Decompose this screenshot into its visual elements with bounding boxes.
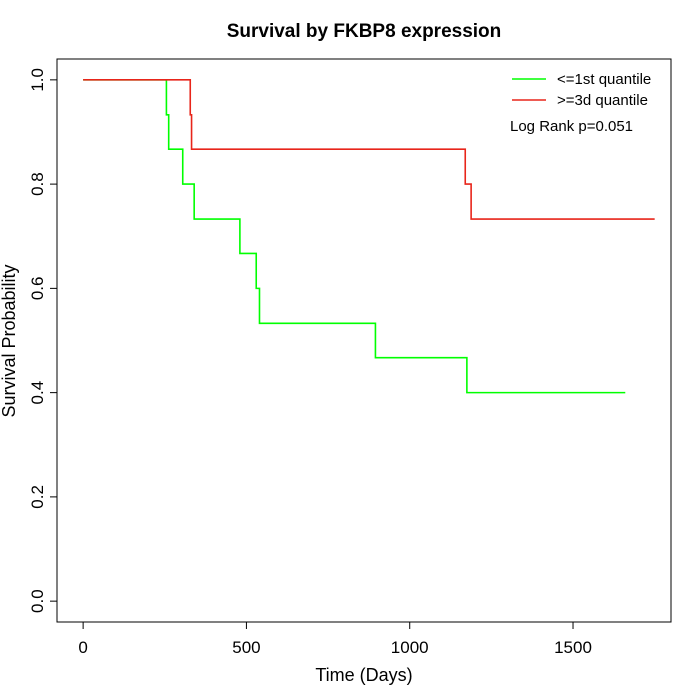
y-tick-label: 0.2 — [28, 485, 47, 509]
legend-label-0: <=1st quantile — [557, 71, 651, 88]
legend-label-1: >=3d quantile — [557, 92, 648, 109]
x-tick-label: 1000 — [391, 638, 429, 657]
y-axis: 0.0 0.2 0.4 0.6 0.8 1.0 — [28, 68, 58, 613]
y-axis-label: Survival Probability — [0, 264, 19, 417]
x-axis-label: Time (Days) — [315, 665, 412, 685]
series-line-1 — [83, 79, 655, 220]
y-tick-label: 0.6 — [28, 277, 47, 301]
legend: <=1st quantile >=3d quantile — [512, 71, 651, 109]
log-rank-annotation: Log Rank p=0.051 — [510, 118, 633, 135]
x-axis: 0 500 1000 1500 — [78, 621, 592, 657]
series-line-0 — [83, 79, 626, 394]
plot-frame — [56, 58, 672, 623]
x-tick-label: 1500 — [554, 638, 592, 657]
y-tick-label: 0.4 — [28, 381, 47, 405]
series-group — [83, 79, 655, 394]
x-tick-label: 500 — [232, 638, 260, 657]
chart-title: Survival by FKBP8 expression — [227, 21, 502, 42]
y-tick-label: 0.0 — [28, 589, 47, 613]
y-tick-label: 1.0 — [28, 68, 47, 92]
y-tick-label: 0.8 — [28, 172, 47, 196]
x-tick-label: 0 — [78, 638, 87, 657]
